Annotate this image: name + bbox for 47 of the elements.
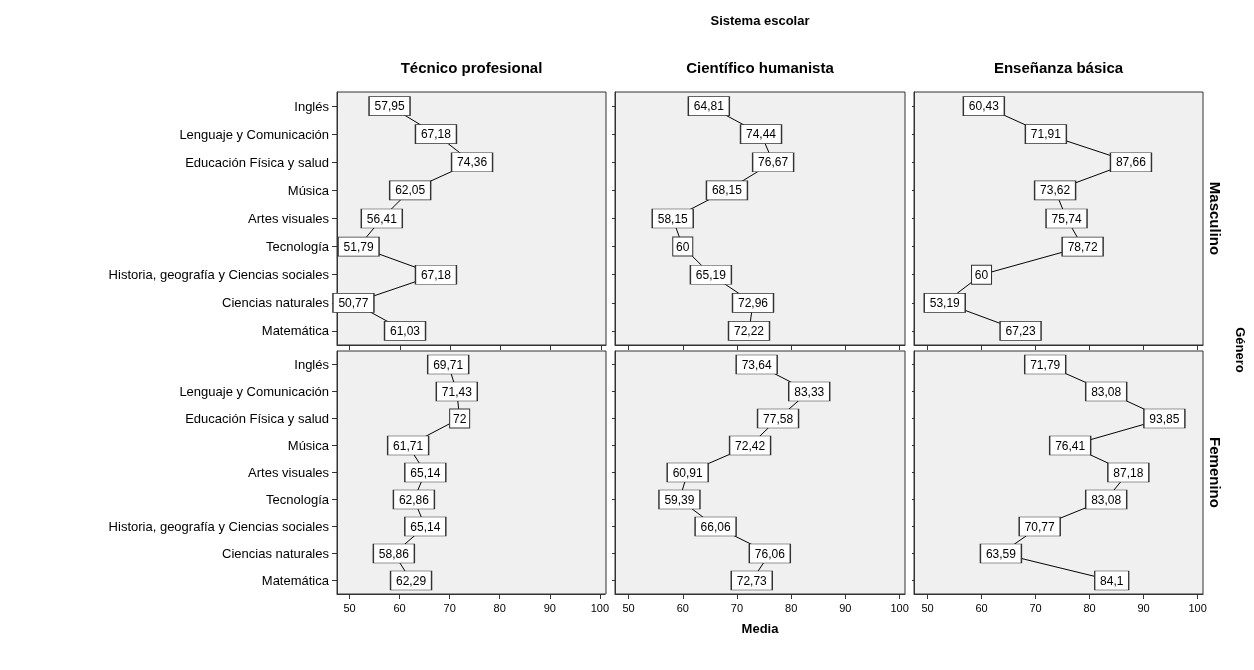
y-tick-label: Artes visuales [248, 465, 330, 480]
y-tick-label: Ciencias naturales [222, 546, 330, 561]
x-tick-label: 70 [730, 601, 744, 614]
y-tick-label: Música [287, 182, 330, 198]
x-tick-label: 60 [975, 601, 988, 614]
chart-title: Técnico profesional [400, 59, 543, 76]
y-tick-label: Inglés [294, 98, 330, 114]
x-tick-label: 80 [493, 601, 506, 614]
y-tick-label: Educación Física y salud [185, 411, 329, 426]
y-tick-label: Lenguaje y Comunicación [179, 384, 329, 399]
data-label: 60 [974, 267, 989, 282]
x-tick-label: 100 [890, 601, 909, 614]
x-tick-label: 70 [443, 601, 456, 614]
x-tick-label: 90 [839, 601, 852, 614]
y-tick-label: Historia, geografía y Ciencias sociales [108, 267, 330, 283]
data-label: 60 [676, 239, 690, 254]
chart-title: Científico humanista [686, 59, 835, 76]
x-tick-label: 50 [921, 601, 934, 614]
x-tick-label: 90 [543, 601, 556, 614]
x-tick-label: 60 [676, 601, 689, 614]
y-tick-label: Matemática [261, 323, 330, 339]
y-tick-label: Música [287, 438, 330, 453]
x-tick-label: 50 [622, 601, 635, 614]
text: Sistema escolar [710, 12, 810, 28]
y-tick-label: Ciencias naturales [222, 295, 330, 311]
x-tick-label: 50 [343, 601, 356, 614]
x-tick-label: 100 [1188, 601, 1207, 614]
y2-axis-title: Masculino [1206, 181, 1224, 256]
y-tick-label: Matemática [261, 573, 330, 588]
x-tick-label: 90 [1137, 601, 1150, 614]
y-tick-label: Inglés [294, 357, 330, 372]
x-axis-title: Media [741, 621, 780, 636]
y-tick-label: Tecnología [266, 239, 330, 255]
y-tick-label: Lenguaje y Comunicación [179, 126, 329, 142]
x-tick-label: 60 [393, 601, 406, 614]
text: Género [1232, 327, 1248, 373]
chart-title: Enseñanza básica [993, 59, 1124, 76]
x-tick-label: 70 [1029, 601, 1042, 614]
y-tick-label: Educación Física y salud [185, 154, 329, 170]
y-tick-label: Historia, geografía y Ciencias sociales [108, 519, 330, 534]
x-tick-label: 100 [590, 601, 609, 614]
y-tick-label: Tecnología [266, 492, 330, 507]
x-tick-label: 80 [785, 601, 798, 614]
y2-axis-title: Femenino [1206, 437, 1224, 508]
y-tick-label: Artes visuales [248, 211, 330, 226]
x-tick-label: 80 [1083, 601, 1096, 614]
data-label: 72 [452, 411, 467, 426]
